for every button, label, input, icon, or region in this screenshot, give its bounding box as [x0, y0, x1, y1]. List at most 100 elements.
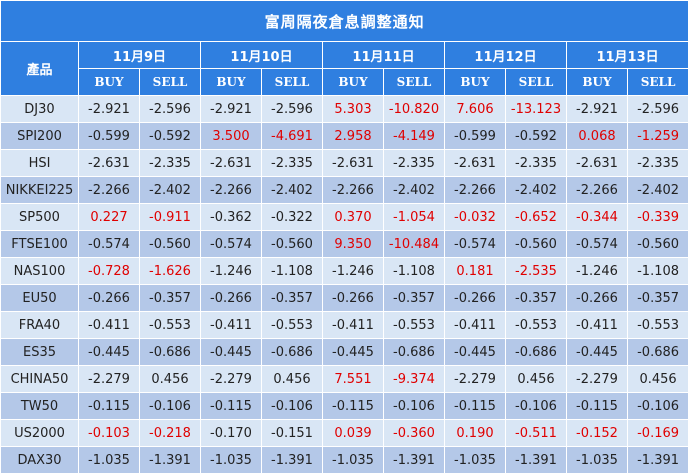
product-name: NIKKEI225 [1, 177, 79, 204]
buy-value: 7.551 [323, 366, 384, 393]
buy-header: BUY [201, 69, 262, 96]
sell-value: -0.553 [140, 312, 201, 339]
sell-header: SELL [140, 69, 201, 96]
buy-value: -0.032 [445, 204, 506, 231]
sell-value: -0.560 [506, 231, 567, 258]
buy-value: -0.445 [323, 339, 384, 366]
table-row: HSI-2.631-2.335-2.631-2.335-2.631-2.335-… [1, 150, 688, 177]
sell-value: -0.686 [384, 339, 445, 366]
sell-value: -2.335 [384, 150, 445, 177]
sell-value: -4.691 [262, 123, 323, 150]
sell-value: 0.456 [262, 366, 323, 393]
product-name: CHINA50 [1, 366, 79, 393]
sell-value: -2.402 [628, 177, 688, 204]
table-row: EU50-0.266-0.357-0.266-0.357-0.266-0.357… [1, 285, 688, 312]
product-name: HSI [1, 150, 79, 177]
sell-value: -0.553 [506, 312, 567, 339]
sell-value: -0.511 [506, 420, 567, 447]
sell-value: -0.106 [140, 393, 201, 420]
buy-value: -2.266 [445, 177, 506, 204]
sell-value: -10.820 [384, 96, 445, 123]
sell-value: -0.560 [140, 231, 201, 258]
table-row: NAS100-0.728-1.626-1.246-1.108-1.246-1.1… [1, 258, 688, 285]
sell-value: -1.054 [384, 204, 445, 231]
sell-header: SELL [628, 69, 688, 96]
product-name: NAS100 [1, 258, 79, 285]
buy-value: -1.035 [323, 447, 384, 474]
sell-value: -2.402 [140, 177, 201, 204]
date-header: 11月11日 [323, 42, 445, 69]
sell-header: SELL [262, 69, 323, 96]
buy-value: 0.370 [323, 204, 384, 231]
buy-value: -2.266 [201, 177, 262, 204]
sell-value: -0.553 [262, 312, 323, 339]
buy-value: -0.445 [201, 339, 262, 366]
sell-value: -0.553 [384, 312, 445, 339]
product-name: SP500 [1, 204, 79, 231]
product-column-header: 產品 [1, 42, 79, 96]
table-row: NIKKEI225-2.266-2.402-2.266-2.402-2.266-… [1, 177, 688, 204]
sell-value: -1.108 [384, 258, 445, 285]
sell-value: -0.357 [628, 285, 688, 312]
sell-value: -13.123 [506, 96, 567, 123]
buy-value: -0.152 [567, 420, 628, 447]
buy-value: -0.103 [79, 420, 140, 447]
sell-value: -1.626 [140, 258, 201, 285]
date-header: 11月10日 [201, 42, 323, 69]
sell-value: -0.592 [140, 123, 201, 150]
sell-value: -0.686 [262, 339, 323, 366]
product-name: FRA40 [1, 312, 79, 339]
sell-value: -0.106 [384, 393, 445, 420]
sell-value: -1.391 [384, 447, 445, 474]
buy-value: -0.728 [79, 258, 140, 285]
buy-value: 0.068 [567, 123, 628, 150]
sell-value: -1.108 [628, 258, 688, 285]
sell-value: -0.560 [628, 231, 688, 258]
product-name: DAX30 [1, 447, 79, 474]
sell-value: -2.402 [262, 177, 323, 204]
sell-value: -0.169 [628, 420, 688, 447]
date-header: 11月13日 [567, 42, 688, 69]
sell-value: -2.402 [506, 177, 567, 204]
sell-value: -0.652 [506, 204, 567, 231]
sell-value: 0.456 [506, 366, 567, 393]
buy-value: -2.279 [79, 366, 140, 393]
buy-value: -0.574 [201, 231, 262, 258]
buy-value: -0.266 [201, 285, 262, 312]
sell-value: -0.592 [506, 123, 567, 150]
sell-value: 0.456 [140, 366, 201, 393]
buy-value: 0.190 [445, 420, 506, 447]
buy-value: -0.574 [79, 231, 140, 258]
buy-header: BUY [323, 69, 384, 96]
buy-value: -0.411 [79, 312, 140, 339]
buy-value: 3.500 [201, 123, 262, 150]
sell-value: -1.391 [140, 447, 201, 474]
buy-value: -1.246 [201, 258, 262, 285]
sell-value: -2.335 [140, 150, 201, 177]
sell-value: -2.596 [628, 96, 688, 123]
buy-value: -2.266 [567, 177, 628, 204]
buy-value: -0.411 [445, 312, 506, 339]
buy-value: 0.227 [79, 204, 140, 231]
buy-value: -0.411 [323, 312, 384, 339]
sell-value: -2.335 [628, 150, 688, 177]
buy-value: -0.411 [201, 312, 262, 339]
buy-value: 9.350 [323, 231, 384, 258]
sell-header: SELL [506, 69, 567, 96]
buy-value: -2.279 [445, 366, 506, 393]
buy-value: -0.266 [79, 285, 140, 312]
buy-value: -0.445 [445, 339, 506, 366]
sell-value: -1.259 [628, 123, 688, 150]
buy-value: -2.631 [567, 150, 628, 177]
buy-value: -2.921 [567, 96, 628, 123]
table-row: TW50-0.115-0.106-0.115-0.106-0.115-0.106… [1, 393, 688, 420]
sell-value: -0.553 [628, 312, 688, 339]
buy-value: 2.958 [323, 123, 384, 150]
buy-value: -0.574 [567, 231, 628, 258]
sell-value: -0.560 [262, 231, 323, 258]
